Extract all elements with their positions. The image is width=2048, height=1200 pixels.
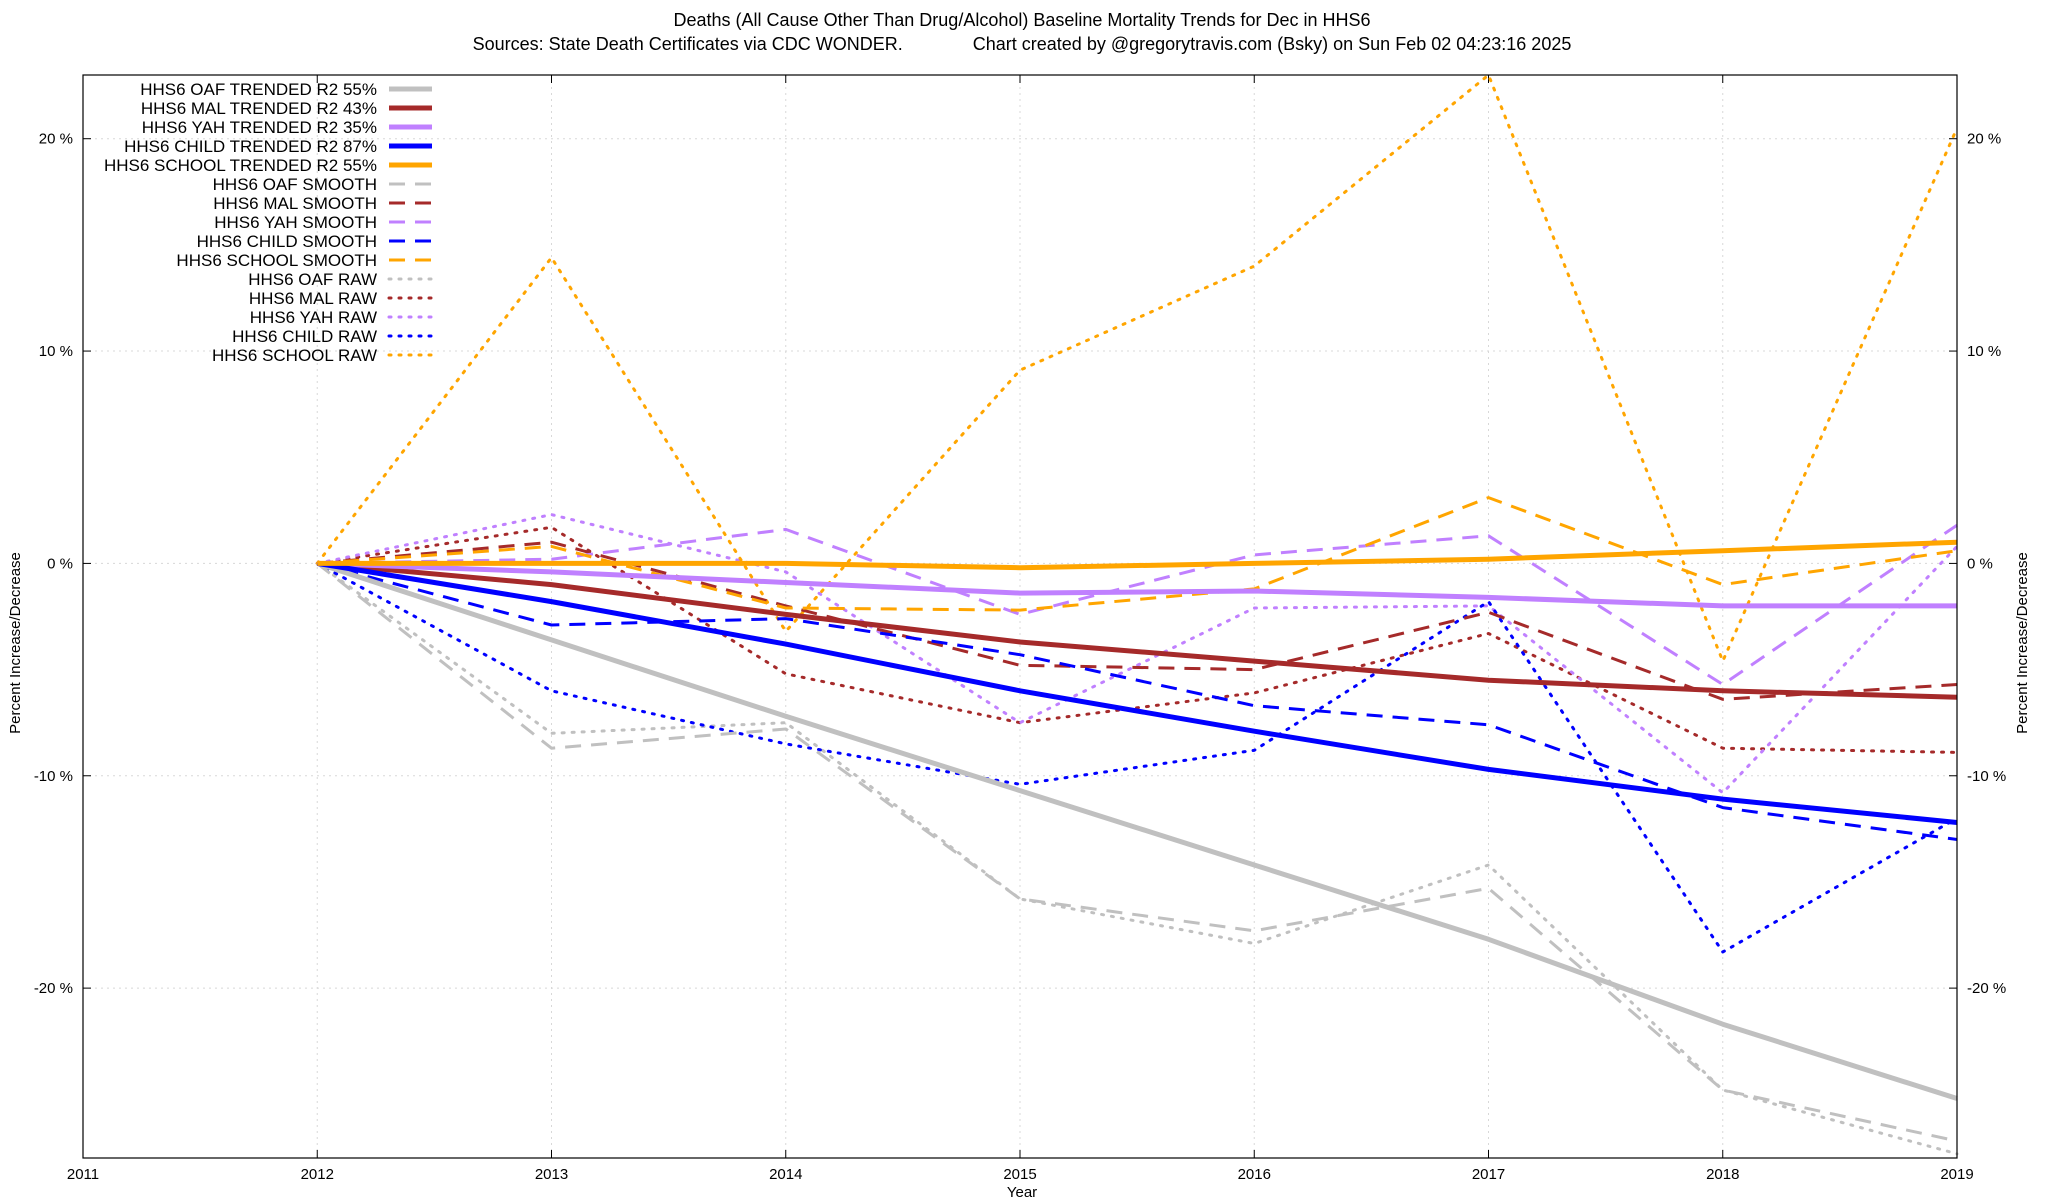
legend-label: HHS6 OAF TRENDED R2 55% (140, 80, 377, 99)
hhs6-mal-trended-r2-43-line (317, 560, 1958, 700)
x-tick-label: 2012 (301, 1166, 334, 1183)
x-tick-label: 2014 (769, 1166, 802, 1183)
y2-axis-label: Percent Increase/Decrease (2014, 552, 2031, 734)
hhs6-child-raw-line (315, 561, 1959, 954)
hhs6-yah-raw-line (315, 513, 1959, 795)
hhs6-oaf-raw-line (315, 561, 1959, 1156)
hhs6-school-smooth-line (317, 496, 1958, 612)
y-tick-label: 20 % (39, 131, 73, 148)
hhs6-child-smooth-line (316, 561, 1958, 841)
hhs6-oaf-smooth-line (316, 562, 1958, 1143)
series-lines (315, 73, 1959, 1156)
x-tick-label: 2017 (1472, 1166, 1505, 1183)
legend-label: HHS6 YAH TRENDED R2 35% (142, 118, 377, 137)
legend-label: HHS6 CHILD TRENDED R2 87% (124, 137, 377, 156)
x-tick-label: 2016 (1238, 1166, 1271, 1183)
y2-tick-label: 0 % (1967, 555, 1993, 572)
legend: HHS6 OAF TRENDED R2 55%HHS6 MAL TRENDED … (104, 80, 434, 365)
hhs6-school-trended-r2-55-line (317, 539, 1958, 571)
y2-tick-label: 20 % (1967, 131, 2001, 148)
y-axis-label: Percent Increase/Decrease (7, 552, 24, 734)
chart-subtitle: Sources: State Death Certificates via CD… (473, 34, 1572, 54)
legend-label: HHS6 OAF RAW (248, 270, 377, 289)
legend-label: HHS6 CHILD SMOOTH (197, 232, 377, 251)
x-tick-label: 2019 (1940, 1166, 1973, 1183)
legend-label: HHS6 CHILD RAW (232, 327, 377, 346)
y-tick-label: 10 % (39, 343, 73, 360)
x-tick-label: 2013 (535, 1166, 568, 1183)
x-axis-label: Year (1007, 1184, 1037, 1200)
legend-label: HHS6 SCHOOL SMOOTH (176, 251, 377, 270)
hhs6-child-trended-r2-87-line (316, 560, 1958, 825)
hhs6-oaf-trended-r2-55-line (316, 561, 1958, 1101)
y-tick-label: -10 % (34, 768, 73, 785)
y2-tick-label: -10 % (1967, 768, 2006, 785)
axis-ticks: 2011 2012 2013 2014 2015 2016 2017 2018 2019 20 %… (34, 75, 2006, 1183)
legend-label: HHS6 OAF SMOOTH (213, 175, 377, 194)
hhs6-yah-smooth-line (317, 523, 1958, 686)
y-tick-label: -20 % (34, 980, 73, 997)
legend-label: HHS6 MAL RAW (249, 289, 377, 308)
y-tick-label: 0 % (47, 555, 73, 572)
legend-label: HHS6 SCHOOL RAW (212, 346, 377, 365)
legend-label: HHS6 YAH SMOOTH (214, 213, 377, 232)
hhs6-school-raw-line (315, 73, 1959, 663)
y2-tick-label: -20 % (1967, 980, 2006, 997)
legend-label: HHS6 SCHOOL TRENDED R2 55% (104, 156, 377, 175)
x-tick-label: 2018 (1706, 1166, 1739, 1183)
x-tick-label: 2015 (1003, 1166, 1036, 1183)
hhs6-yah-trended-r2-35-line (317, 560, 1957, 609)
y2-tick-label: 10 % (1967, 343, 2001, 360)
legend-label: HHS6 MAL TRENDED R2 43% (141, 99, 377, 118)
legend-label: HHS6 MAL SMOOTH (213, 194, 377, 213)
legend-label: HHS6 YAH RAW (250, 308, 377, 327)
plot-frame (82, 74, 1958, 1159)
chart-title: Deaths (All Cause Other Than Drug/Alcoho… (674, 10, 1371, 30)
x-tick-label: 2011 (67, 1166, 99, 1183)
